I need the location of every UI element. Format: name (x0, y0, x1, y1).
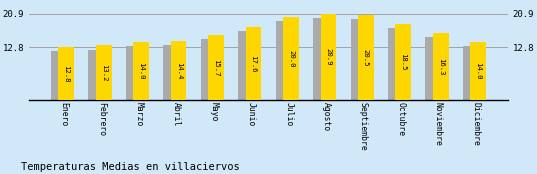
Bar (59, 47, 74, 100)
Bar (96, 45, 112, 100)
Bar (51, 51, 60, 100)
Bar (433, 33, 448, 100)
Bar (321, 14, 336, 100)
Bar (238, 31, 248, 100)
Bar (470, 42, 486, 100)
Bar (133, 42, 149, 100)
Text: 20.0: 20.0 (288, 50, 294, 68)
Text: 17.6: 17.6 (251, 55, 257, 72)
Bar (358, 15, 374, 100)
Bar (388, 28, 397, 100)
Bar (163, 45, 172, 100)
Text: Temperaturas Medias en villaciervos: Temperaturas Medias en villaciervos (21, 162, 240, 172)
Bar (351, 19, 360, 100)
Bar (126, 46, 135, 100)
Bar (275, 21, 285, 100)
Bar (89, 50, 98, 100)
Bar (283, 17, 299, 100)
Text: 14.0: 14.0 (475, 62, 481, 80)
Bar (245, 27, 262, 100)
Bar (208, 35, 224, 100)
Text: 14.0: 14.0 (138, 62, 144, 80)
Text: 18.5: 18.5 (400, 53, 407, 71)
Text: 14.4: 14.4 (176, 62, 182, 79)
Bar (201, 39, 210, 100)
Text: 13.2: 13.2 (101, 64, 107, 82)
Bar (425, 37, 435, 100)
Text: 12.8: 12.8 (63, 65, 69, 82)
Bar (463, 46, 472, 100)
Text: 15.7: 15.7 (213, 59, 219, 76)
Text: 16.3: 16.3 (438, 58, 444, 75)
Bar (313, 18, 322, 100)
Text: 20.9: 20.9 (325, 48, 331, 66)
Bar (171, 41, 186, 100)
Bar (395, 23, 411, 100)
Text: 20.5: 20.5 (363, 49, 369, 66)
